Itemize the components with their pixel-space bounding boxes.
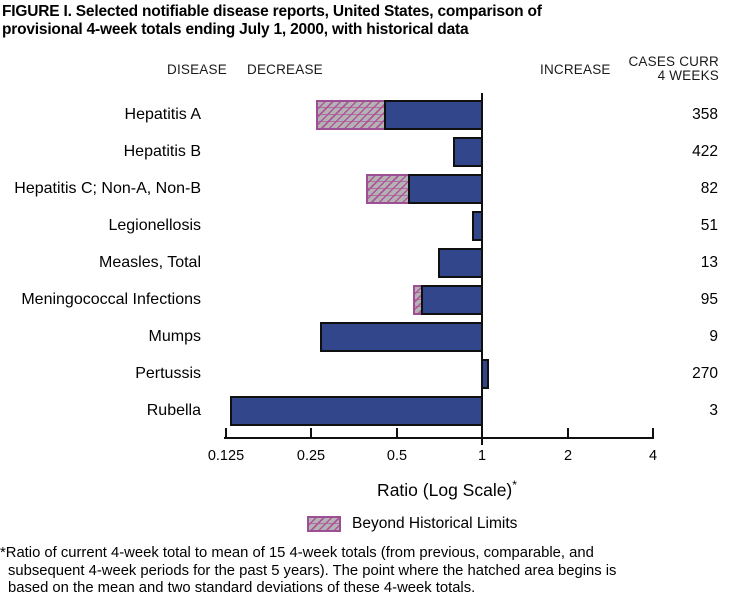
- bar-solid-segment: [481, 359, 489, 389]
- figure-title: FIGURE I. Selected notifiable disease re…: [2, 3, 562, 39]
- column-header-disease: DISEASE: [167, 62, 227, 77]
- disease-label: Hepatitis A: [124, 106, 201, 123]
- x-axis-tick-label: 0.5: [386, 448, 408, 464]
- footnote-line2: subsequent 4-week periods for the past 5…: [8, 562, 617, 579]
- disease-label: Hepatitis B: [123, 143, 201, 160]
- x-axis-label-asterisk: *: [512, 478, 517, 492]
- x-axis-tick: [396, 428, 398, 437]
- cases-value: 3: [709, 402, 718, 419]
- bar-solid-segment: [230, 396, 483, 426]
- x-axis-tick: [225, 428, 227, 437]
- footnote-line3: based on the mean and two standard devia…: [8, 580, 476, 596]
- bar-solid-segment: [453, 137, 483, 167]
- bar-solid-segment: [320, 322, 483, 352]
- cases-value: 51: [700, 217, 718, 234]
- cases-value: 95: [700, 291, 718, 308]
- x-axis-tick-label: 0.125: [207, 448, 245, 464]
- x-axis-tick-label: 4: [648, 448, 658, 464]
- x-axis-tick: [310, 428, 312, 437]
- legend-hatch-swatch: [307, 516, 341, 532]
- x-axis-tick-label: 1: [477, 448, 487, 464]
- disease-label: Rubella: [146, 402, 201, 419]
- disease-label: Meningococcal Infections: [21, 291, 201, 308]
- figure-title-line2: provisional 4-week totals ending July 1,…: [2, 21, 469, 38]
- bar-solid-segment: [438, 248, 483, 278]
- x-axis-label-text: Ratio (Log Scale): [377, 479, 513, 500]
- x-axis-tick-label: 0.25: [296, 448, 326, 464]
- cases-value: 422: [692, 143, 718, 160]
- bar-solid-segment: [421, 285, 483, 315]
- column-header-cases-line2: 4 WEEKS: [657, 68, 719, 83]
- x-axis-line: [224, 437, 654, 439]
- bar-hatched-segment: [316, 100, 386, 130]
- disease-label: Hepatitis C; Non-A, Non-B: [14, 180, 201, 197]
- x-axis-tick-label: 2: [563, 448, 573, 464]
- column-header-decrease: DECREASE: [247, 62, 323, 77]
- column-header-cases-line1: CASES CURR: [628, 54, 719, 69]
- footnote-line1: *Ratio of current 4-week total to mean o…: [0, 545, 594, 561]
- x-axis-tick: [652, 428, 654, 437]
- cases-value: 13: [700, 254, 718, 271]
- x-axis-tick: [481, 428, 483, 437]
- disease-label: Mumps: [148, 328, 201, 345]
- cases-value: 82: [700, 180, 718, 197]
- bar-solid-segment: [384, 100, 483, 130]
- figure-title-line1: FIGURE I. Selected notifiable disease re…: [2, 3, 542, 20]
- footnote: *Ratio of current 4-week total to mean o…: [0, 545, 748, 598]
- x-axis-tick: [567, 428, 569, 437]
- x-axis-label: Ratio (Log Scale)*: [377, 478, 517, 501]
- bar-hatched-segment: [366, 174, 410, 204]
- bar-solid-segment: [472, 211, 483, 241]
- disease-label: Pertussis: [135, 365, 201, 382]
- legend-label: Beyond Historical Limits: [352, 515, 518, 532]
- cases-value: 358: [692, 106, 718, 123]
- disease-label: Measles, Total: [99, 254, 201, 271]
- cases-value: 270: [692, 365, 718, 382]
- disease-label: Legionellosis: [108, 217, 201, 234]
- cases-value: 9: [709, 328, 718, 345]
- column-header-increase: INCREASE: [540, 62, 611, 77]
- bar-solid-segment: [408, 174, 483, 204]
